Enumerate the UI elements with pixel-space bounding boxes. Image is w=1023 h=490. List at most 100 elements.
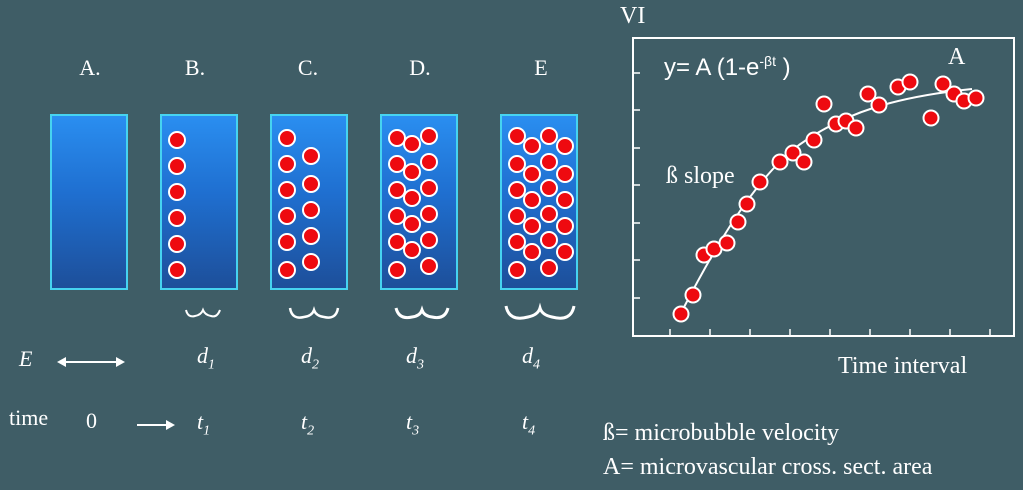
- microbubble: [388, 181, 406, 199]
- data-point: [934, 75, 952, 93]
- microbubble: [508, 207, 526, 225]
- vessel-tube-d: [380, 114, 458, 290]
- microbubble: [302, 201, 320, 219]
- time-label-t1: t1: [197, 409, 211, 439]
- tube-label-e: E: [534, 55, 548, 80]
- microbubble: [556, 217, 574, 235]
- right-arrow-icon: [137, 420, 175, 430]
- tube-label-a: A.: [79, 55, 101, 80]
- microbubble: [168, 157, 186, 175]
- microbubble: [168, 131, 186, 149]
- graph-plot-area: [634, 72, 991, 335]
- microbubble: [508, 155, 526, 173]
- microbubble: [168, 209, 186, 227]
- microbubble: [403, 135, 421, 153]
- microbubble: [388, 207, 406, 225]
- time-label-t3: t3: [406, 409, 420, 439]
- x-ticks: [669, 329, 991, 335]
- vessel-tube-a: [50, 114, 128, 290]
- microbubble: [278, 261, 296, 279]
- time-zero-label: 0: [86, 408, 97, 433]
- microbubble: [523, 217, 541, 235]
- microbubble: [540, 205, 558, 223]
- brace-d3: [394, 305, 450, 320]
- microbubble: [403, 163, 421, 181]
- time-label-t4: t4: [522, 409, 536, 439]
- time-label: time: [9, 405, 49, 430]
- data-point: [805, 131, 823, 149]
- microbubble: [302, 227, 320, 245]
- microbubble: [540, 153, 558, 171]
- data-point: [815, 95, 833, 113]
- microbubble: [556, 137, 574, 155]
- microbubble: [278, 233, 296, 251]
- data-point: [922, 109, 940, 127]
- microbubble: [278, 181, 296, 199]
- microbubble: [420, 127, 438, 145]
- time-label-t2: t2: [301, 409, 315, 439]
- microbubble: [508, 181, 526, 199]
- microbubble: [508, 261, 526, 279]
- replenishment-graph: y= A (1-e-βt ) A ß slope: [632, 37, 1015, 337]
- microbubble: [403, 189, 421, 207]
- distance-label-d3: d3: [406, 343, 424, 373]
- brace-d4: [504, 302, 576, 320]
- microbubble: [420, 179, 438, 197]
- data-points: [672, 73, 985, 323]
- plateau-label: A: [948, 44, 966, 70]
- data-point: [751, 173, 769, 191]
- microbubble: [540, 259, 558, 277]
- double-arrow-icon: [57, 357, 125, 367]
- microbubble: [540, 127, 558, 145]
- microbubble: [302, 175, 320, 193]
- microbubble: [278, 129, 296, 147]
- microbubble: [388, 261, 406, 279]
- microbubble: [540, 179, 558, 197]
- energy-label: E: [19, 346, 33, 371]
- microbubble: [556, 191, 574, 209]
- vessel-tube-c: [270, 114, 348, 290]
- data-point: [784, 144, 802, 162]
- microbubble: [403, 241, 421, 259]
- x-axis-label: Time interval: [838, 353, 968, 379]
- tube-label-b: B.: [184, 55, 206, 80]
- slope-label: ß slope: [666, 163, 735, 189]
- distance-label-d4: d4: [522, 343, 540, 373]
- data-point: [847, 119, 865, 137]
- microbubble: [168, 183, 186, 201]
- model-equation: y= A (1-e-βt ): [664, 53, 791, 81]
- microbubble: [523, 137, 541, 155]
- data-point: [738, 195, 756, 213]
- microbubble: [278, 207, 296, 225]
- distance-label-d1: d1: [197, 343, 215, 373]
- distance-label-d2: d2: [301, 343, 319, 373]
- microbubble: [168, 261, 186, 279]
- microbubble: [420, 205, 438, 223]
- microbubble: [278, 155, 296, 173]
- microbubble: [523, 165, 541, 183]
- microbubble: [523, 243, 541, 261]
- y-ticks: [634, 72, 640, 299]
- tube-label-d: D.: [409, 55, 431, 80]
- microbubble: [420, 153, 438, 171]
- data-point: [684, 286, 702, 304]
- data-point: [729, 213, 747, 231]
- microbubble: [403, 215, 421, 233]
- microbubble: [556, 243, 574, 261]
- data-point: [795, 153, 813, 171]
- microbubble: [420, 231, 438, 249]
- tube-label-c: C.: [297, 55, 319, 80]
- data-point: [870, 96, 888, 114]
- microbubble: [508, 233, 526, 251]
- y-axis-label: VI: [620, 3, 646, 29]
- data-point: [967, 89, 985, 107]
- beta-definition: ß= microbubble velocity: [603, 420, 840, 446]
- vessel-tube-e: [500, 114, 578, 290]
- microbubble: [388, 233, 406, 251]
- distance-braces: [185, 302, 576, 320]
- microbubble: [420, 257, 438, 275]
- microbubble: [302, 147, 320, 165]
- brace-d2: [288, 306, 340, 319]
- brace-d1: [185, 307, 221, 318]
- microbubble: [556, 165, 574, 183]
